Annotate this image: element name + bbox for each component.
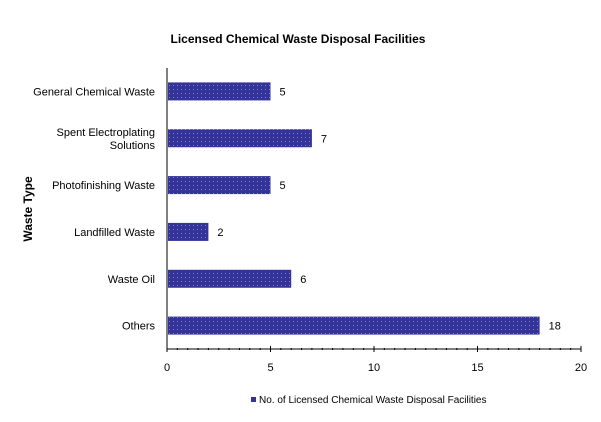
bar bbox=[168, 269, 292, 288]
data-label: 18 bbox=[549, 321, 561, 333]
x-tick-label: 0 bbox=[164, 362, 170, 374]
x-tick-label: 10 bbox=[368, 362, 380, 374]
x-tick-label: 15 bbox=[471, 362, 483, 374]
data-label: 2 bbox=[217, 227, 223, 239]
bar bbox=[168, 316, 540, 335]
data-label: 5 bbox=[280, 180, 286, 192]
y-tick-label: Solutions bbox=[110, 140, 156, 152]
y-tick-label: Landfilled Waste bbox=[74, 227, 155, 239]
y-axis-label: Waste Type bbox=[21, 176, 35, 242]
legend-swatch bbox=[251, 397, 256, 402]
y-tick-label: Spent Electroplating bbox=[57, 127, 155, 139]
data-label: 7 bbox=[321, 133, 327, 145]
x-tick-label: 20 bbox=[575, 362, 587, 374]
bar bbox=[168, 176, 271, 195]
y-tick-label: Photofinishing Waste bbox=[52, 180, 155, 192]
x-tick-label: 5 bbox=[267, 362, 273, 374]
bar bbox=[168, 222, 209, 241]
bar bbox=[168, 82, 271, 101]
data-label: 6 bbox=[300, 274, 306, 286]
bar bbox=[168, 129, 312, 148]
data-label: 5 bbox=[280, 86, 286, 98]
legend-label: No. of Licensed Chemical Waste Disposal … bbox=[259, 395, 487, 406]
y-tick-label: Others bbox=[122, 321, 156, 333]
chart-title: Licensed Chemical Waste Disposal Facilit… bbox=[171, 32, 426, 46]
y-tick-label: General Chemical Waste bbox=[33, 86, 155, 98]
y-tick-label: Waste Oil bbox=[108, 274, 155, 286]
